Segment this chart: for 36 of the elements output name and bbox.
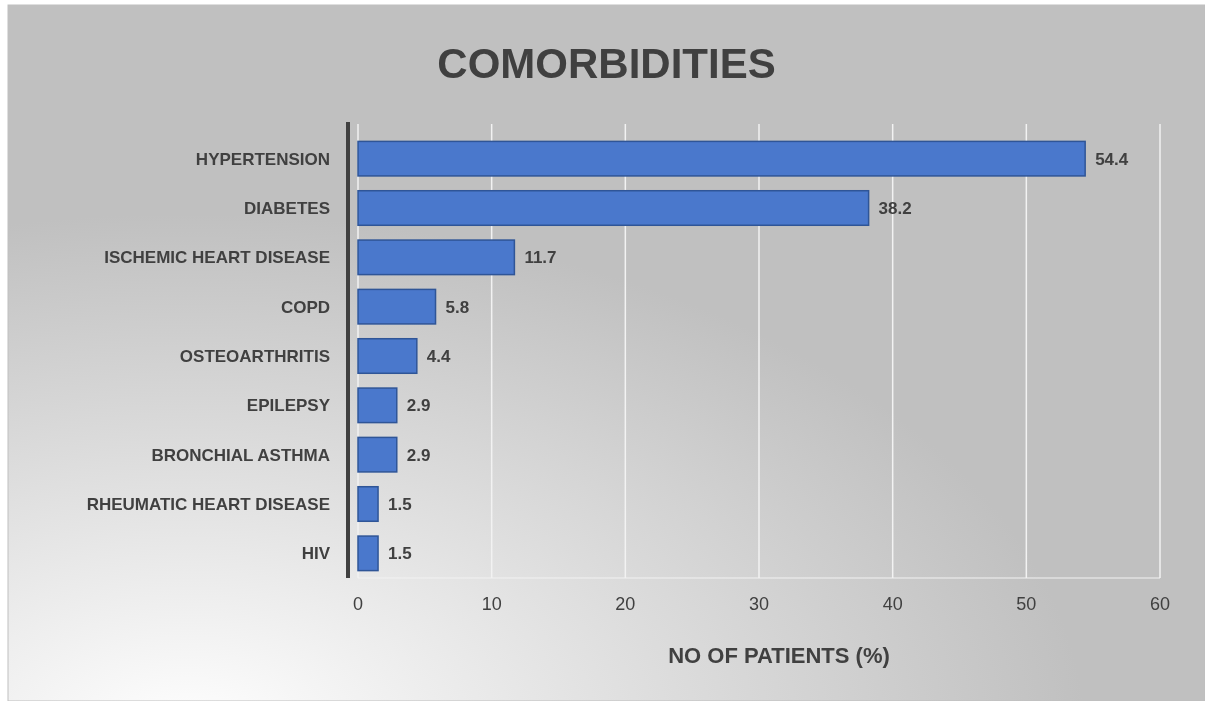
x-tick-label: 50 <box>1016 594 1037 614</box>
x-tick-label: 30 <box>748 594 770 614</box>
bar <box>357 535 379 572</box>
x-tick-label: 10 <box>481 594 502 614</box>
x-tick-label: 40 <box>882 594 903 614</box>
data-label: 5.8 <box>445 297 470 317</box>
data-label: 2.9 <box>406 445 431 465</box>
bar <box>357 140 1086 177</box>
bar <box>357 337 418 375</box>
y-tick-label: EPILEPSY <box>246 396 331 416</box>
bar <box>357 387 398 424</box>
x-tick-label: 0 <box>352 594 364 614</box>
y-tick-label: HYPERTENSION <box>195 149 330 169</box>
bar <box>357 485 379 523</box>
y-tick-label: COPD <box>280 297 330 317</box>
bar <box>357 239 516 276</box>
y-tick-label: BRONCHIAL ASTHMA <box>151 445 330 465</box>
y-tick-label: DIABETES <box>244 198 330 218</box>
y-tick-label: ISCHEMIC HEART DISEASE <box>104 248 330 268</box>
data-label: 11.7 <box>524 248 557 268</box>
data-label: 4.4 <box>426 346 451 366</box>
data-label: 38.2 <box>878 198 912 218</box>
x-tick-label: 60 <box>1149 594 1171 614</box>
chart-title: COMORBIDITIES <box>437 40 776 87</box>
bar <box>357 436 398 473</box>
x-tick-label: 20 <box>615 594 636 614</box>
bar <box>357 189 870 227</box>
y-tick-label: HIV <box>301 544 331 564</box>
data-label: 1.5 <box>388 494 412 514</box>
data-label: 2.9 <box>406 396 431 416</box>
data-label: 54.4 <box>1095 149 1129 169</box>
x-axis-title: NO OF PATIENTS (%) <box>668 643 890 668</box>
data-label: 1.5 <box>388 544 412 564</box>
y-tick-label: RHEUMATIC HEART DISEASE <box>86 494 330 514</box>
bar <box>357 288 437 325</box>
y-tick-label: OSTEOARTHRITIS <box>179 346 330 366</box>
